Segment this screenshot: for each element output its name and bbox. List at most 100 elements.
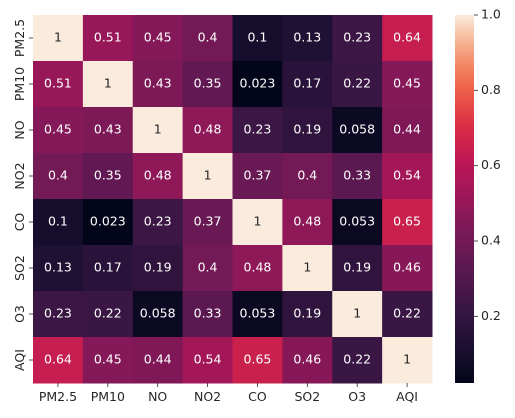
heatmap-cell-0-0: [33, 15, 84, 62]
cell-value-label: 0.51: [44, 76, 72, 91]
cell-value-label: 0.19: [293, 122, 321, 137]
y-axis: PM2.5 PM10 NO NO2 CO SO2 O3 AQI: [12, 19, 33, 371]
cell-value-label: 0.45: [144, 30, 172, 45]
heatmap-cell-0-4: [232, 15, 283, 62]
heatmap-cell-7-0: [33, 337, 84, 384]
heatmap-cell-1-5: [282, 61, 333, 108]
heatmap-cell-7-1: [82, 337, 134, 384]
cell-value-label: 0.48: [293, 214, 321, 229]
cell-value-label: 0.4: [198, 30, 218, 45]
heatmap-cell-1-7: [382, 61, 433, 108]
heatmap-cell-7-6: [332, 337, 383, 384]
heatmap-cell-2-1: [82, 107, 134, 154]
cell-value-label: 1: [104, 76, 112, 91]
heatmap-cell-0-1: [82, 15, 134, 62]
heatmap-cell-6-1: [82, 291, 134, 338]
heatmap-cell-0-2: [132, 15, 184, 62]
heatmap-cell-4-3: [182, 199, 234, 246]
heatmap-cell-7-5: [282, 337, 333, 384]
cell-value-label: 0.023: [90, 214, 126, 229]
heatmap-cell-2-0: [33, 107, 84, 154]
x-tick-label: O3: [348, 389, 366, 404]
cell-value-label: 0.023: [240, 76, 276, 91]
cell-value-label: 1: [303, 260, 311, 275]
heatmap-cell-4-1: [82, 199, 134, 246]
cell-value-label: 0.23: [244, 122, 272, 137]
heatmap-cell-0-6: [332, 15, 383, 62]
cell-value-label: 0.54: [393, 168, 421, 183]
cell-value-label: 0.17: [94, 260, 122, 275]
heatmap-cell-6-5: [282, 291, 333, 338]
heatmap-cell-7-2: [132, 337, 184, 384]
cell-value-label: 0.22: [94, 306, 122, 321]
heatmap-cell-2-3: [182, 107, 234, 154]
heatmap-cell-5-7: [382, 245, 433, 292]
cell-value-label: 0.23: [44, 306, 72, 321]
cell-value-label: 0.13: [44, 260, 72, 275]
x-tick-label: NO: [148, 389, 167, 404]
heatmap-cell-6-0: [33, 291, 84, 338]
heatmap-cell-6-6: [332, 291, 383, 338]
heatmap-cell-4-0: [33, 199, 84, 246]
heatmap-cell-0-7: [382, 15, 433, 62]
colorbar-tick-label: 0.2: [481, 308, 501, 323]
cell-value-label: 1: [253, 214, 261, 229]
cell-value-label: 0.4: [198, 260, 218, 275]
colorbar-tick-label: 0.8: [481, 82, 501, 97]
cell-value-label: 0.46: [393, 260, 421, 275]
colorbar-tick-label: 1.0: [481, 7, 501, 22]
heatmap-cell-3-2: [132, 153, 184, 200]
heatmap-cells: [33, 15, 433, 384]
heatmap-cell-3-6: [332, 153, 383, 200]
heatmap-cell-5-2: [132, 245, 184, 292]
cell-value-label: 1: [403, 352, 411, 367]
heatmap-cell-5-0: [33, 245, 84, 292]
cell-value-label: 0.37: [194, 214, 222, 229]
y-tick-label: NO: [12, 120, 27, 139]
cell-value-label: 0.48: [244, 260, 272, 275]
heatmap-cell-5-4: [232, 245, 283, 292]
cell-value-label: 0.45: [393, 76, 421, 91]
cell-value-label: 0.058: [339, 122, 375, 137]
y-tick-label: CO: [12, 213, 27, 232]
heatmap-cell-1-1: [82, 61, 134, 108]
heatmap-cell-1-3: [182, 61, 234, 108]
heatmap-cell-2-4: [232, 107, 283, 154]
cell-value-label: 0.51: [94, 30, 122, 45]
cell-value-label: 1: [204, 168, 212, 183]
y-tick-label: PM2.5: [12, 19, 27, 57]
heatmap-cell-5-1: [82, 245, 134, 292]
cell-value-label: 0.43: [94, 122, 122, 137]
heatmap-cell-6-7: [382, 291, 433, 338]
cell-value-label: 0.17: [293, 76, 321, 91]
colorbar-gradient: [455, 15, 474, 383]
cell-value-label: 0.053: [339, 214, 375, 229]
cell-value-label: 0.45: [44, 122, 72, 137]
heatmap-cell-2-2: [132, 107, 184, 154]
cell-value-label: 0.33: [194, 306, 222, 321]
x-axis: PM2.5 PM10 NO NO2 CO SO2 O3 AQI: [39, 383, 418, 404]
cell-value-label: 1: [154, 122, 162, 137]
cell-value-label: 1: [54, 30, 62, 45]
cell-value-label: 0.19: [343, 260, 371, 275]
cell-value-label: 0.37: [244, 168, 272, 183]
cell-value-label: 0.22: [343, 352, 371, 367]
cell-value-label: 0.053: [240, 306, 276, 321]
cell-value-label: 0.33: [343, 168, 371, 183]
heatmap-cell-4-4: [232, 199, 283, 246]
heatmap-cell-4-2: [132, 199, 184, 246]
x-tick-label: PM2.5: [39, 389, 77, 404]
heatmap-cell-4-5: [282, 199, 333, 246]
cell-value-label: 0.64: [44, 352, 72, 367]
heatmap-cell-1-0: [33, 61, 84, 108]
x-tick-label: NO2: [194, 389, 221, 404]
heatmap-cell-6-3: [182, 291, 234, 338]
heatmap-cell-7-3: [182, 337, 234, 384]
x-tick-label: SO2: [294, 389, 320, 404]
heatmap-cell-6-2: [132, 291, 184, 338]
heatmap-cell-1-4: [232, 61, 283, 108]
heatmap-cell-7-4: [232, 337, 283, 384]
y-tick-label: SO2: [12, 255, 27, 281]
cell-value-label: 0.65: [244, 352, 272, 367]
heatmap-cell-1-6: [332, 61, 383, 108]
